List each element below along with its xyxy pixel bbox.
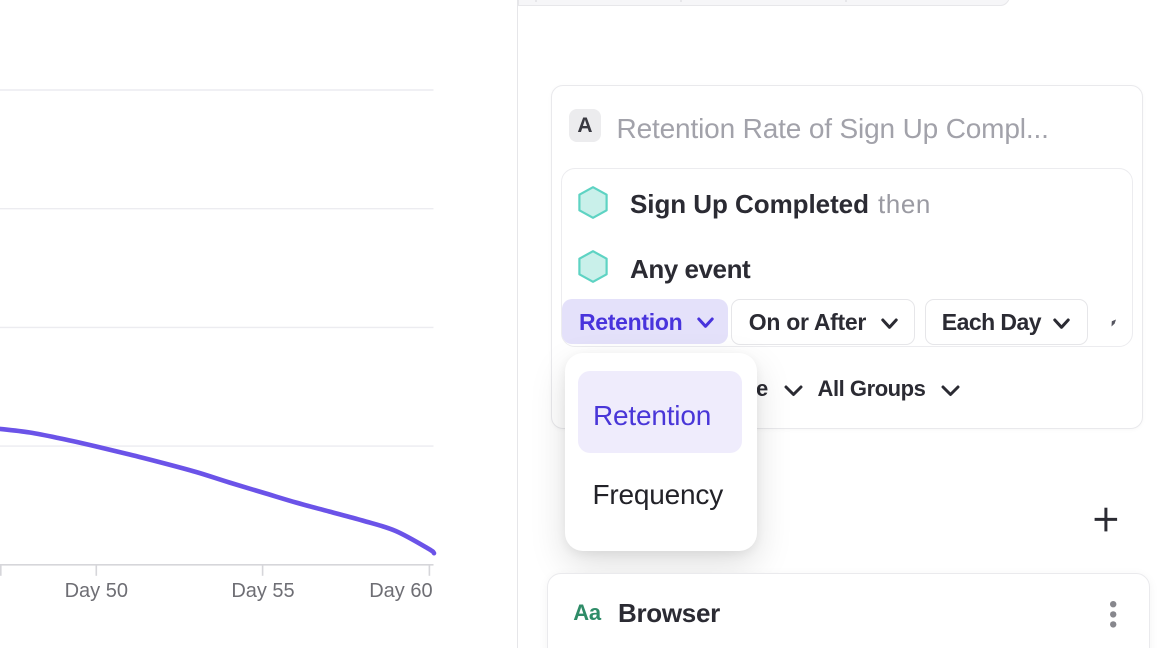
svg-text:Day 50: Day 50 — [65, 580, 128, 602]
svg-text:Day 55: Day 55 — [231, 580, 294, 602]
svg-text:Day 60: Day 60 — [369, 580, 432, 602]
